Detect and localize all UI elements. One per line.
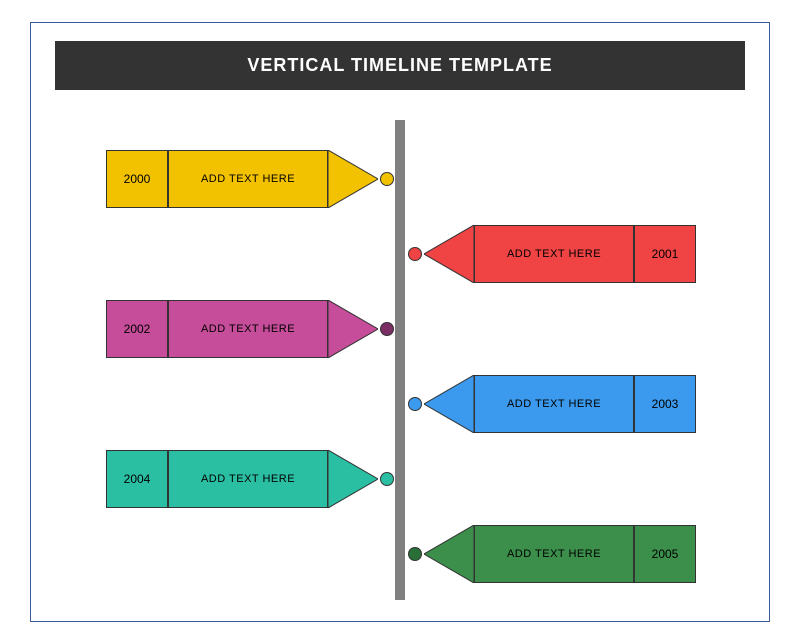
entry-text: ADD TEXT HERE <box>201 473 295 485</box>
timeline-entry: 2001 ADD TEXT HERE <box>424 225 696 283</box>
year-box: 2002 <box>106 300 168 358</box>
entry-text: ADD TEXT HERE <box>507 248 601 260</box>
text-box: ADD TEXT HERE <box>474 525 634 583</box>
timeline-entry: 2005 ADD TEXT HERE <box>424 525 696 583</box>
arrow-head <box>424 225 474 283</box>
arrow-head <box>328 300 378 358</box>
timeline-entry: 2002 ADD TEXT HERE <box>106 300 378 358</box>
timeline-entry: 2004 ADD TEXT HERE <box>106 450 378 508</box>
year-box: 2000 <box>106 150 168 208</box>
timeline-dot <box>380 322 394 336</box>
year-box: 2005 <box>634 525 696 583</box>
title-bar: VERTICAL TIMELINE TEMPLATE <box>55 41 745 90</box>
timeline-dot <box>380 472 394 486</box>
center-line <box>395 120 405 600</box>
year-box: 2001 <box>634 225 696 283</box>
arrow-head <box>424 375 474 433</box>
year-label: 2004 <box>124 472 151 486</box>
text-box: ADD TEXT HERE <box>474 225 634 283</box>
timeline-entry: 2003 ADD TEXT HERE <box>424 375 696 433</box>
text-box: ADD TEXT HERE <box>168 450 328 508</box>
year-box: 2004 <box>106 450 168 508</box>
timeline-dot <box>380 172 394 186</box>
year-label: 2001 <box>652 247 679 261</box>
year-box: 2003 <box>634 375 696 433</box>
text-box: ADD TEXT HERE <box>474 375 634 433</box>
title-text: VERTICAL TIMELINE TEMPLATE <box>247 55 552 75</box>
entry-text: ADD TEXT HERE <box>201 323 295 335</box>
arrow-head <box>328 450 378 508</box>
year-label: 2003 <box>652 397 679 411</box>
timeline-dot <box>408 247 422 261</box>
arrow-head <box>328 150 378 208</box>
timeline-entry: 2000 ADD TEXT HERE <box>106 150 378 208</box>
text-box: ADD TEXT HERE <box>168 300 328 358</box>
timeline-dot <box>408 547 422 561</box>
year-label: 2005 <box>652 547 679 561</box>
year-label: 2000 <box>124 172 151 186</box>
year-label: 2002 <box>124 322 151 336</box>
entry-text: ADD TEXT HERE <box>507 398 601 410</box>
timeline-dot <box>408 397 422 411</box>
entry-text: ADD TEXT HERE <box>507 548 601 560</box>
timeline-area: 2000 ADD TEXT HERE 2001 ADD TEXT HERE 2002 AD… <box>55 120 745 610</box>
entry-text: ADD TEXT HERE <box>201 173 295 185</box>
diagram-frame: VERTICAL TIMELINE TEMPLATE 2000 ADD TEXT … <box>30 22 770 622</box>
arrow-head <box>424 525 474 583</box>
text-box: ADD TEXT HERE <box>168 150 328 208</box>
